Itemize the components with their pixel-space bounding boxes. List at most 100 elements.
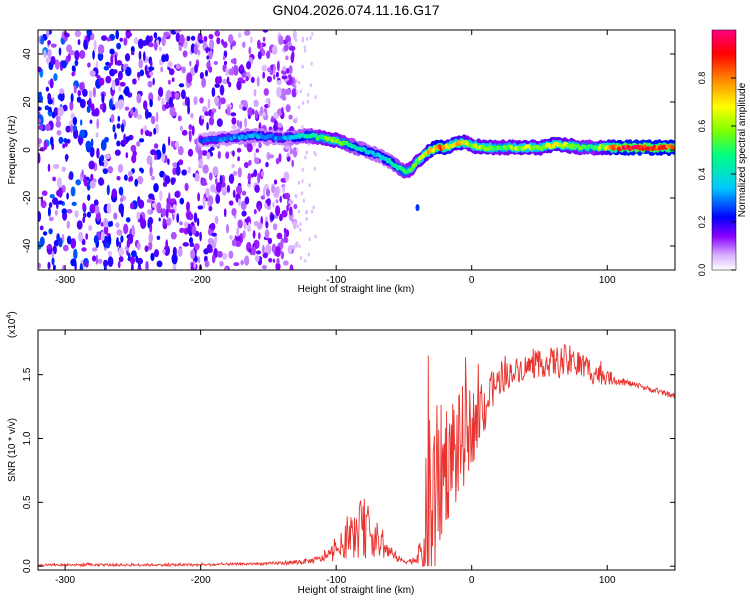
noise-speckle	[147, 80, 153, 88]
noise-speckle	[57, 106, 64, 117]
noise-speckle	[139, 69, 145, 77]
noise-speckle	[184, 182, 189, 192]
noise-speckle	[164, 104, 171, 109]
noise-speckle	[48, 228, 53, 235]
noise-speckle	[179, 227, 185, 233]
noise-speckle	[215, 177, 218, 185]
noise-speckle	[96, 118, 100, 129]
noise-speckle	[147, 112, 152, 118]
noise-speckle	[147, 216, 154, 225]
noise-speckle	[136, 141, 141, 147]
noise-speckle	[208, 66, 213, 73]
noise-speckle	[194, 173, 200, 182]
noise-speckle	[136, 257, 143, 265]
noise-speckle	[247, 107, 254, 117]
noise-speckle	[300, 191, 304, 196]
noise-speckle	[66, 235, 72, 245]
noise-speckle	[87, 62, 91, 68]
noise-speckle	[82, 202, 86, 211]
noise-speckle	[54, 59, 60, 70]
noise-speckle	[301, 179, 304, 184]
noise-speckle	[235, 185, 243, 195]
snr-x-ticks: -300 -200 -100 0 100	[55, 330, 616, 586]
noise-speckle	[211, 232, 217, 237]
noise-speckle	[137, 71, 141, 78]
noise-speckle	[137, 38, 144, 49]
noise-speckle	[246, 143, 253, 153]
noise-speckle	[233, 57, 237, 65]
noise-speckle	[225, 151, 230, 159]
noise-speckle	[48, 202, 53, 208]
noise-speckle	[47, 261, 51, 270]
noise-speckle	[283, 260, 289, 266]
noise-speckle	[73, 84, 77, 94]
noise-speckle	[113, 212, 118, 220]
noise-speckle	[297, 209, 301, 214]
snr-frame	[37, 329, 676, 571]
noise-speckle	[275, 157, 280, 165]
noise-speckle	[261, 264, 267, 270]
noise-speckle	[272, 223, 278, 231]
noise-speckle	[201, 77, 207, 88]
noise-speckle	[244, 255, 250, 266]
noise-speckle	[228, 250, 234, 259]
noise-speckle	[136, 211, 141, 220]
noise-speckle	[120, 99, 125, 109]
noise-speckle	[233, 262, 240, 267]
noise-speckle	[40, 196, 44, 204]
stray-point	[415, 204, 420, 212]
noise-speckle	[301, 125, 304, 130]
noise-speckle	[271, 45, 278, 55]
noise-speckle	[48, 216, 54, 222]
noise-speckle	[44, 105, 50, 111]
noise-speckle	[312, 205, 315, 210]
noise-speckle	[101, 35, 108, 41]
spectrogram-y-axis-label: Frequency (Hz)	[7, 116, 18, 185]
noise-speckle	[289, 206, 293, 216]
noise-speckle	[162, 218, 166, 227]
noise-speckle	[114, 101, 119, 109]
noise-speckle	[165, 239, 169, 251]
noise-speckle	[212, 166, 219, 177]
noise-speckle	[58, 47, 62, 56]
noise-speckle	[116, 123, 121, 129]
noise-speckle	[41, 190, 48, 196]
noise-speckle	[87, 194, 91, 201]
noise-speckle	[188, 131, 192, 143]
noise-speckle	[102, 168, 108, 175]
noise-speckle	[305, 150, 309, 155]
noise-speckle	[101, 161, 105, 167]
noise-speckle	[130, 46, 135, 53]
noise-speckle	[89, 203, 96, 214]
noise-speckle	[228, 200, 234, 206]
noise-speckle	[53, 73, 58, 82]
noise-speckle	[285, 55, 289, 61]
noise-speckle	[77, 90, 82, 97]
noise-speckle	[155, 111, 159, 123]
noise-speckle	[268, 154, 275, 159]
noise-speckle	[283, 44, 289, 52]
noise-speckle	[49, 194, 55, 199]
noise-speckle	[116, 237, 119, 248]
noise-speckle	[314, 95, 317, 100]
noise-speckle	[51, 257, 55, 266]
noise-speckle	[107, 256, 114, 267]
noise-speckle	[57, 200, 64, 205]
noise-speckle	[262, 112, 266, 117]
noise-speckle	[216, 37, 221, 45]
noise-speckle	[298, 244, 301, 249]
noise-speckle	[252, 230, 256, 239]
noise-speckle	[197, 49, 201, 56]
noise-speckle	[149, 165, 153, 177]
noise-speckle	[42, 231, 48, 236]
noise-speckle	[167, 79, 171, 85]
noise-speckle	[221, 174, 225, 184]
noise-speckle	[83, 178, 88, 187]
noise-speckle	[115, 30, 119, 40]
noise-speckle	[236, 226, 240, 237]
noise-speckle	[74, 30, 81, 38]
noise-speckle	[306, 37, 309, 41]
noise-speckle	[228, 173, 235, 184]
noise-speckle	[54, 209, 58, 216]
noise-speckle	[172, 262, 177, 270]
